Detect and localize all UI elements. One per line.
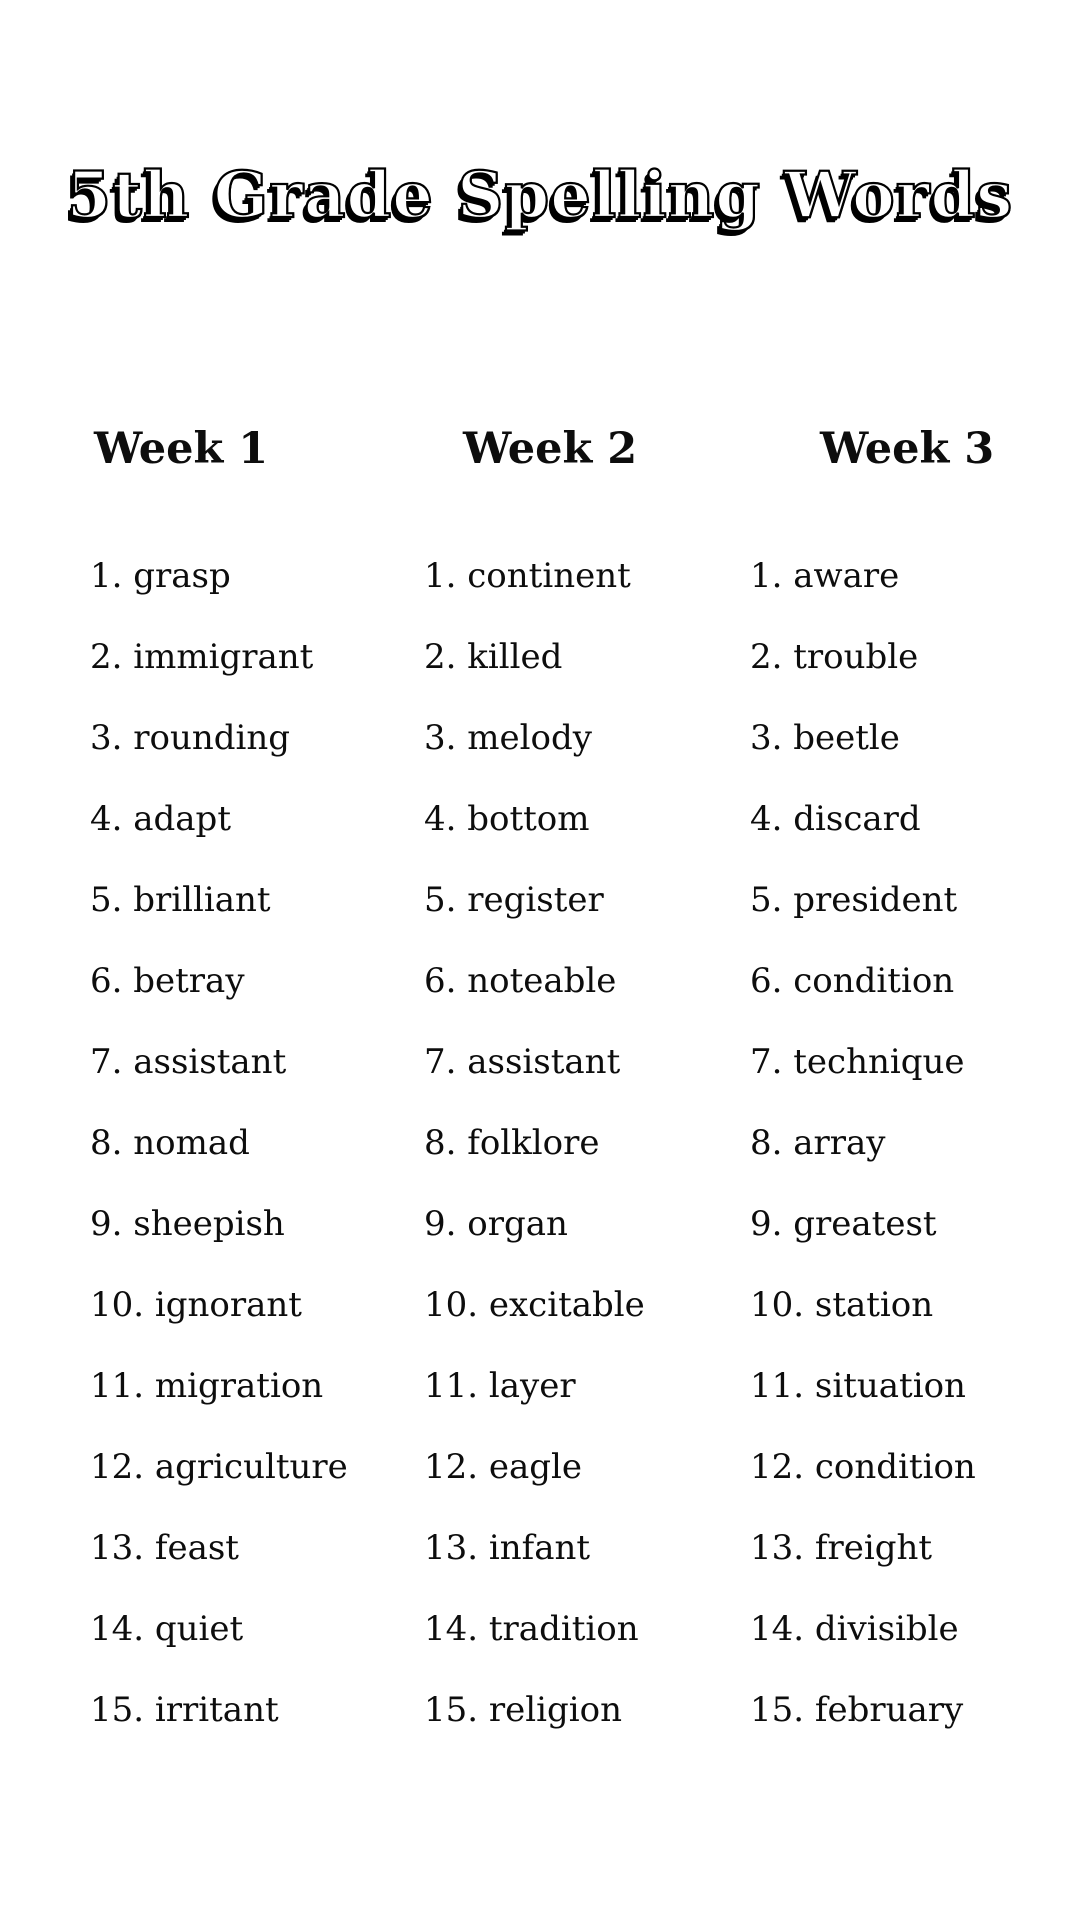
list-item: 1. grasp (90, 556, 231, 596)
list-item: 4. discard (750, 799, 921, 839)
list-item: 8. nomad (90, 1123, 250, 1163)
list-item: 15. irritant (90, 1690, 279, 1730)
week-3-word-list: 1. aware 2. trouble 3. beetle 4. discard 5. … (750, 552, 976, 1767)
list-item: 7. assistant (424, 1042, 621, 1082)
list-item: 9. organ (424, 1204, 568, 1244)
week-1-word-list: 1. grasp 2. immigrant 3. rounding 4. adapt 5… (90, 552, 348, 1767)
week-1-header: Week 1 (94, 424, 269, 474)
list-item: 6. condition (750, 961, 955, 1001)
list-item: 12. condition (750, 1447, 976, 1487)
list-item: 10. ignorant (90, 1285, 302, 1325)
week-2-word-list: 1. continent 2. killed 3. melody 4. bottom 5… (424, 552, 645, 1767)
list-item: 8. folklore (424, 1123, 600, 1163)
list-item: 14. quiet (90, 1609, 244, 1649)
list-item: 13. feast (90, 1528, 239, 1568)
list-item: 10. excitable (424, 1285, 645, 1325)
week-3-header: Week 3 (820, 424, 995, 474)
list-item: 12. agriculture (90, 1447, 348, 1487)
list-item: 11. situation (750, 1366, 966, 1406)
list-item: 10. station (750, 1285, 934, 1325)
list-item: 4. adapt (90, 799, 231, 839)
list-item: 9. sheepish (90, 1204, 285, 1244)
list-item: 11. migration (90, 1366, 324, 1406)
list-item: 15. religion (424, 1690, 623, 1730)
list-item: 1. continent (424, 556, 631, 596)
list-item: 1. aware (750, 556, 900, 596)
list-item: 14. divisible (750, 1609, 959, 1649)
list-item: 13. freight (750, 1528, 933, 1568)
week-2-header: Week 2 (463, 424, 638, 474)
list-item: 2. trouble (750, 637, 919, 677)
list-item: 2. killed (424, 637, 563, 677)
list-item: 14. tradition (424, 1609, 639, 1649)
list-item: 5. register (424, 880, 604, 920)
list-item: 3. beetle (750, 718, 900, 758)
list-item: 5. brilliant (90, 880, 271, 920)
list-item: 7. technique (750, 1042, 965, 1082)
list-item: 8. array (750, 1123, 886, 1163)
list-item: 5. president (750, 880, 958, 920)
list-item: 6. noteable (424, 961, 617, 1001)
list-item: 3. melody (424, 718, 592, 758)
list-item: 15. february (750, 1690, 964, 1730)
list-item: 11. layer (424, 1366, 576, 1406)
list-item: 9. greatest (750, 1204, 937, 1244)
list-item: 6. betray (90, 961, 245, 1001)
list-item: 3. rounding (90, 718, 291, 758)
page-title: 5th Grade Spelling Words (66, 157, 1014, 234)
list-item: 4. bottom (424, 799, 590, 839)
list-item: 12. eagle (424, 1447, 583, 1487)
list-item: 13. infant (424, 1528, 591, 1568)
list-item: 7. assistant (90, 1042, 287, 1082)
list-item: 2. immigrant (90, 637, 314, 677)
